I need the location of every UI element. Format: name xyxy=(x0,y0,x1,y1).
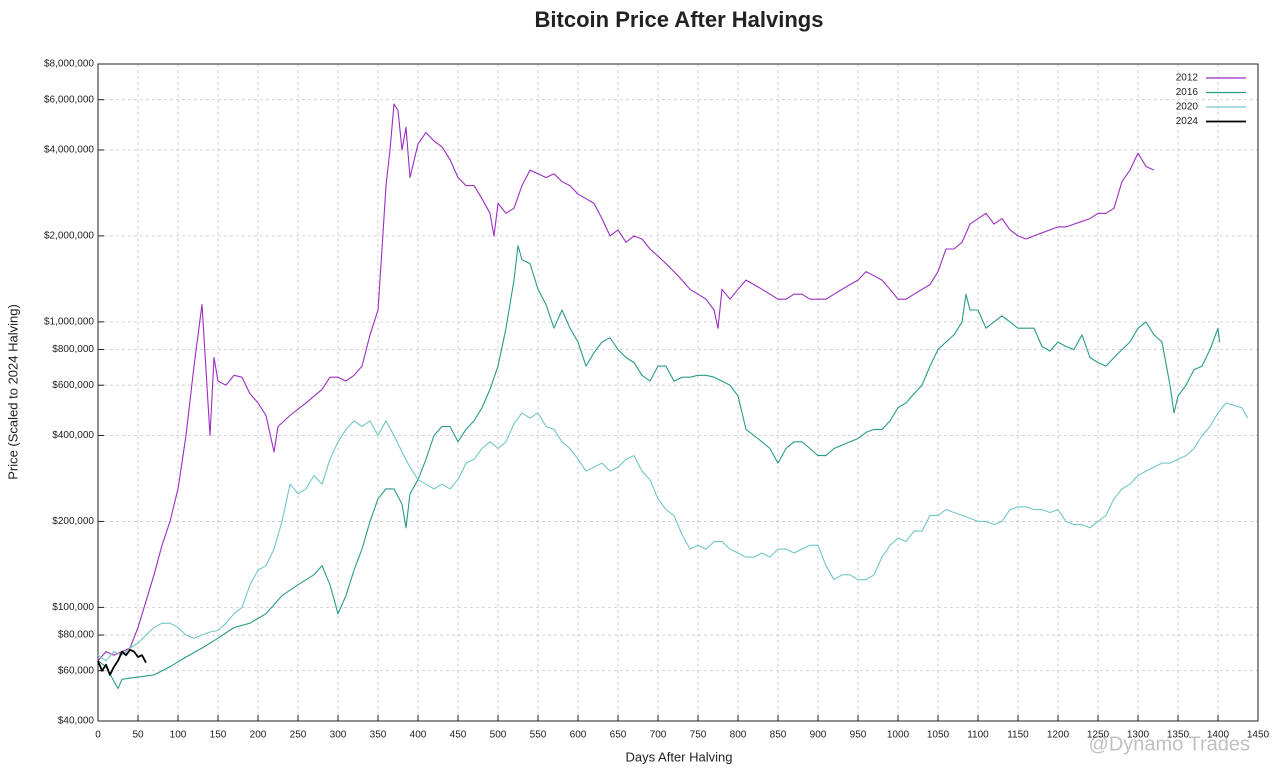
x-tick-label: 0 xyxy=(95,730,101,741)
x-tick-label: 200 xyxy=(250,730,267,741)
x-tick-label: 100 xyxy=(170,730,187,741)
x-tick-label: 900 xyxy=(810,730,827,741)
y-tick-label: $100,000 xyxy=(52,602,94,613)
series-line xyxy=(97,402,1249,662)
y-axis-title: Price (Scaled to 2024 Halving) xyxy=(5,304,20,480)
x-tick-label: 1250 xyxy=(1087,730,1110,741)
legend-label: 2024 xyxy=(1176,116,1199,127)
x-tick-label: 950 xyxy=(850,730,867,741)
series-line xyxy=(97,103,1155,662)
y-tick-label: $60,000 xyxy=(58,665,95,676)
y-tick-label: $2,000,000 xyxy=(44,231,94,242)
x-tick-label: 50 xyxy=(132,730,144,741)
x-tick-label: 650 xyxy=(610,730,627,741)
x-tick-label: 350 xyxy=(370,730,387,741)
y-tick-label: $400,000 xyxy=(52,430,94,441)
x-tick-label: 1150 xyxy=(1007,730,1029,741)
y-tick-label: $200,000 xyxy=(52,516,94,527)
x-tick-label: 700 xyxy=(650,730,667,741)
x-tick-label: 1100 xyxy=(967,730,989,741)
series-line xyxy=(97,648,147,676)
series-line xyxy=(97,245,1221,690)
y-tick-label: $1,000,000 xyxy=(44,316,94,327)
chart-title: Bitcoin Price After Halvings xyxy=(535,7,824,32)
x-tick-label: 1450 xyxy=(1247,730,1270,741)
legend-label: 2012 xyxy=(1176,73,1199,84)
x-tick-label: 1000 xyxy=(887,730,910,741)
legend-label: 2016 xyxy=(1176,87,1199,98)
y-tick-label: $800,000 xyxy=(52,344,94,355)
x-tick-label: 400 xyxy=(410,730,427,741)
y-tick-label: $4,000,000 xyxy=(44,145,94,156)
x-tick-label: 300 xyxy=(330,730,347,741)
y-tick-label: $80,000 xyxy=(58,630,95,641)
y-tick-label: $6,000,000 xyxy=(44,94,94,105)
x-tick-label: 150 xyxy=(210,730,227,741)
watermark: @Dynamo Trades xyxy=(1089,733,1250,755)
x-tick-label: 500 xyxy=(490,730,507,741)
x-tick-label: 600 xyxy=(570,730,587,741)
x-tick-label: 1400 xyxy=(1207,730,1230,741)
x-tick-label: 1200 xyxy=(1047,730,1070,741)
x-tick-label: 850 xyxy=(770,730,787,741)
y-tick-label: $8,000,000 xyxy=(44,59,94,70)
x-tick-label: 1050 xyxy=(927,730,950,741)
y-tick-label: $600,000 xyxy=(52,380,94,391)
x-axis-title: Days After Halving xyxy=(626,749,733,764)
x-tick-label: 450 xyxy=(450,730,467,741)
x-tick-label: 750 xyxy=(690,730,707,741)
x-tick-label: 1300 xyxy=(1127,730,1150,741)
plot-frame xyxy=(97,63,1259,722)
x-tick-label: 550 xyxy=(530,730,547,741)
y-tick-label: $40,000 xyxy=(58,716,95,727)
legend-label: 2020 xyxy=(1176,102,1199,113)
x-tick-label: 1350 xyxy=(1167,730,1190,741)
x-tick-label: 250 xyxy=(290,730,307,741)
x-tick-label: 800 xyxy=(730,730,747,741)
